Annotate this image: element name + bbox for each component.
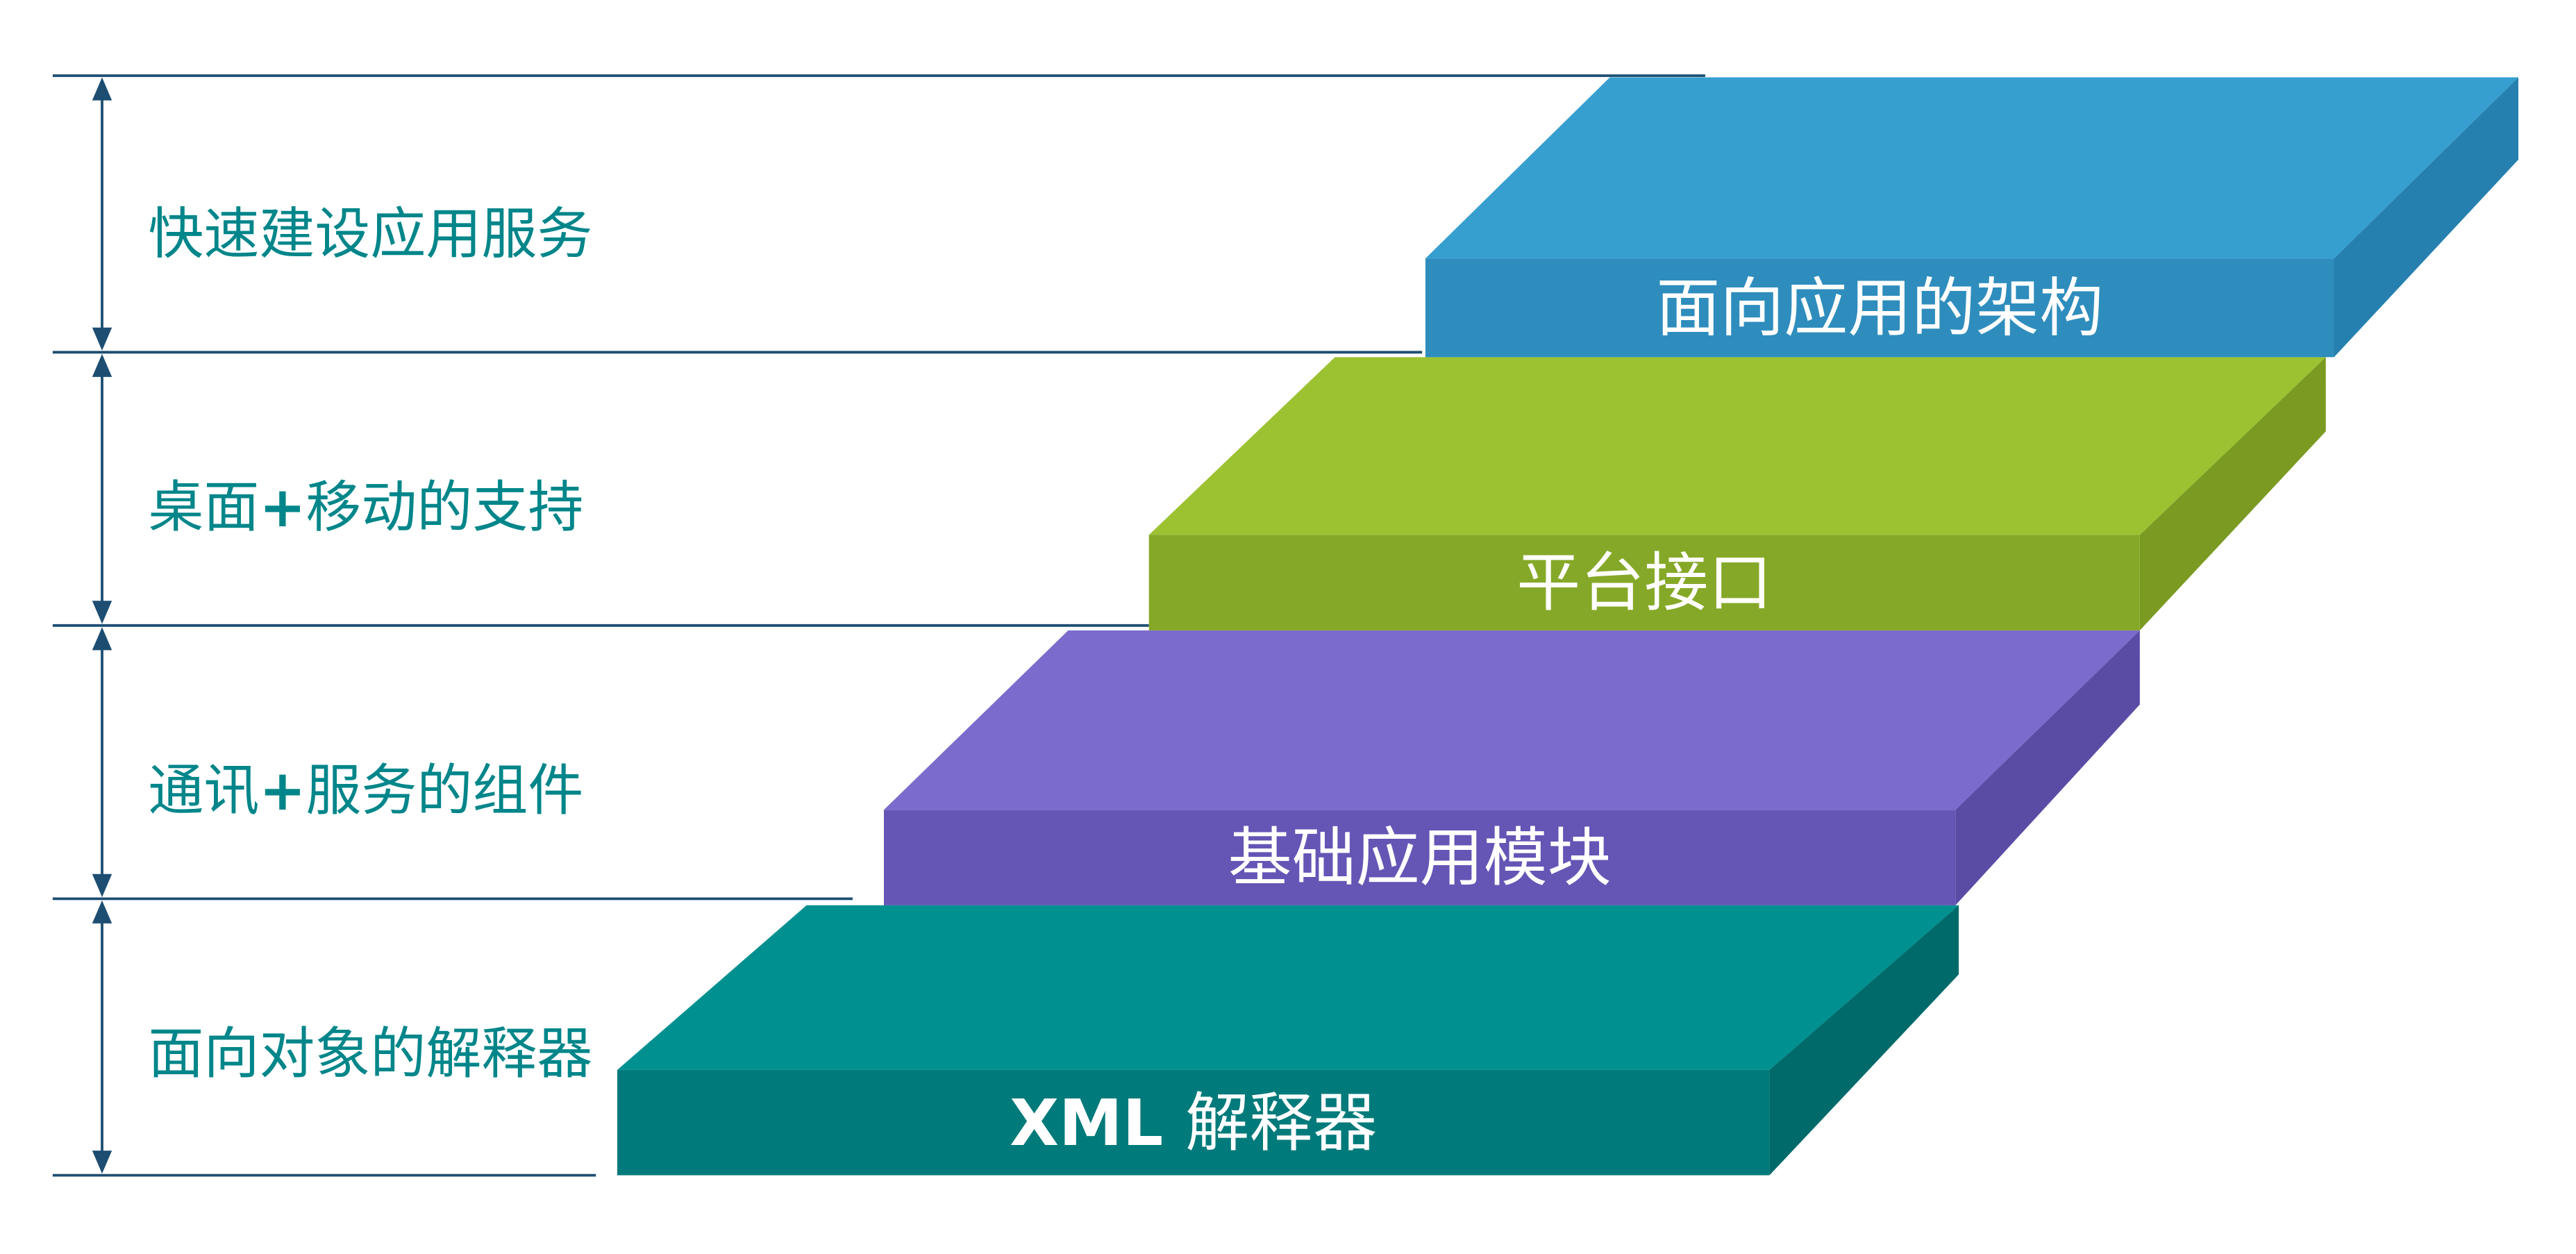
step-top-face [617, 905, 1959, 1070]
step-side-face [1769, 905, 1959, 1176]
step-side-face [1955, 630, 2140, 905]
step-top-face [884, 630, 2140, 810]
step-front-face [884, 810, 1956, 905]
arrow-down-icon [92, 327, 112, 351]
step-label-text: 解释器 [1185, 1085, 1377, 1160]
step-front-face [1425, 258, 2334, 358]
step-label-text: 基础应用模块 [1228, 821, 1612, 895]
step-front-face [1148, 535, 2140, 630]
arrow-down-icon [92, 873, 112, 897]
step-top-face [1148, 357, 2326, 535]
step-label-text: 面向应用的架构 [1656, 271, 2103, 345]
arrow-up-icon [92, 77, 112, 101]
step-label: 面向应用的架构 [1656, 271, 2103, 345]
step-label-bold: XML [1010, 1085, 1185, 1160]
level-description: 快速建设应用服务 [148, 201, 592, 266]
level-description: 面向对象的解释器 [148, 1021, 592, 1086]
step-label-text: 平台接口 [1516, 546, 1772, 620]
arrow-up-icon [92, 627, 112, 651]
step-top-face [1425, 77, 2518, 259]
level-description: 通讯+服务的组件 [148, 758, 583, 822]
arrow-up-icon [92, 900, 112, 923]
arrow-up-icon [92, 353, 112, 377]
step-label: 基础应用模块 [1228, 821, 1612, 895]
step-label: 平台接口 [1516, 546, 1772, 620]
step-front-face [617, 1069, 1770, 1176]
arrow-down-icon [92, 601, 112, 624]
step-side-face [2334, 77, 2518, 358]
level-description: 桌面+移动的支持 [148, 475, 583, 540]
step-side-face [2139, 357, 2326, 630]
arrow-down-icon [92, 1151, 112, 1174]
step-label: XML 解释器 [1010, 1085, 1377, 1160]
